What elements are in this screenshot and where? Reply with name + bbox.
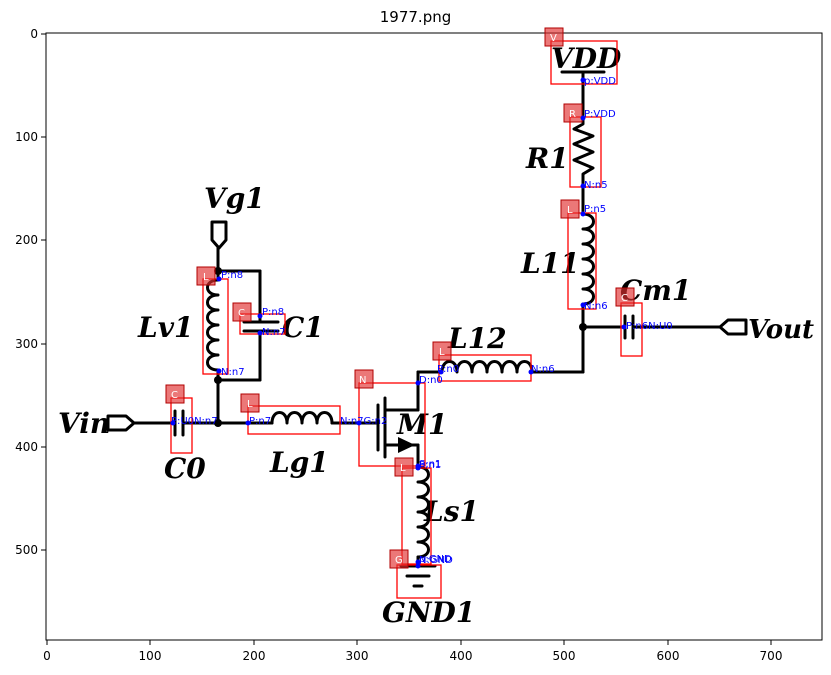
- c1-box: [239, 313, 286, 335]
- pin-label: P:n6N:U0: [626, 321, 673, 332]
- l11-tag: [560, 199, 580, 219]
- pin-label: N:n7: [262, 327, 286, 338]
- y-tick-label: 300: [15, 337, 38, 351]
- x-tick-label: 0: [43, 649, 51, 663]
- plot-title: 1977.png: [379, 8, 452, 26]
- r1-box: [569, 116, 602, 188]
- x-tick-label: 600: [657, 649, 680, 663]
- y-tick-label: 0: [30, 27, 38, 41]
- lg1-tag: [240, 393, 260, 413]
- pin-label: N:n5: [584, 180, 608, 191]
- pin-label: P:n0: [437, 364, 459, 375]
- cm1-tag-text: C: [621, 293, 628, 304]
- y-ticks: [41, 33, 46, 551]
- vdd-tag: [544, 27, 564, 47]
- ls1-tag: [394, 457, 414, 477]
- l12-tag: [432, 341, 452, 361]
- c1-tag-text: C: [238, 308, 245, 319]
- m1-tag: [354, 369, 374, 389]
- pin-label: N:n7G:n2: [340, 416, 387, 427]
- lg1-label: Lg1: [269, 446, 329, 479]
- pin-label: D:n0: [419, 375, 443, 386]
- r1-label: R1: [525, 142, 569, 175]
- x-tick-label: 200: [243, 649, 266, 663]
- m1-label: M1: [396, 408, 447, 441]
- pin-label: N:n7: [221, 367, 245, 378]
- l12-label: L12: [447, 322, 507, 355]
- pin-label: N:n6: [584, 301, 608, 312]
- c1-label: C1: [282, 311, 324, 344]
- gnd1-label: GND1: [382, 596, 475, 629]
- r1-tag: [563, 103, 583, 123]
- axes-frame: [45, 32, 823, 641]
- m1-tag-text: N: [359, 375, 366, 386]
- c0-tag: [165, 384, 185, 404]
- cm1-tag: [615, 287, 635, 307]
- c0-label: C0: [164, 452, 206, 485]
- pin-label: P:n5: [584, 204, 606, 215]
- x-ticks: [46, 640, 772, 645]
- circuit-wires: [106, 70, 748, 588]
- c0-tag-text: C: [171, 390, 178, 401]
- l11-label: L11: [520, 247, 580, 280]
- pin-label: p:GND: [419, 554, 452, 565]
- r1-tag-text: R: [569, 109, 576, 120]
- y-tick-label: 100: [15, 130, 38, 144]
- x-tick-label: 700: [760, 649, 783, 663]
- lg1-box: [247, 405, 341, 435]
- pin-label: P:n8: [221, 270, 243, 281]
- pin-label: p:VDD: [584, 76, 616, 87]
- l11-tag-text: L: [567, 205, 573, 216]
- vdd-label: VDD: [551, 42, 622, 75]
- y-tick-label: 400: [15, 440, 38, 454]
- ls1-tag-text: L: [400, 463, 406, 474]
- lv1-label: Lv1: [137, 311, 193, 344]
- y-tick-label: 200: [15, 233, 38, 247]
- ls1-label: Ls1: [423, 495, 479, 528]
- x-tick-label: 400: [450, 649, 473, 663]
- pin-label: S:n1: [419, 459, 441, 470]
- vdd-tag-text: V: [550, 33, 557, 44]
- lg1-tag-text: L: [247, 399, 253, 410]
- gnd1-tag-text: G: [395, 555, 403, 566]
- gnd1-tag: [389, 549, 409, 569]
- x-tick-label: 100: [139, 649, 162, 663]
- vdd-box: [550, 40, 618, 85]
- l12-box: [438, 354, 532, 382]
- pin-label: P:n8: [262, 307, 284, 318]
- lv1-tag: [196, 266, 216, 286]
- x-tick-label: 300: [346, 649, 369, 663]
- vg1-label: Vg1: [204, 182, 265, 215]
- c1-tag: [232, 302, 252, 322]
- pin-label: P:U0N:n7: [171, 416, 218, 427]
- x-tick-label: 500: [553, 649, 576, 663]
- pin-label: N:n6: [531, 364, 555, 375]
- vin-label: Vin: [58, 407, 110, 440]
- lv1-tag-text: L: [203, 272, 209, 283]
- pin-label: P:n7: [249, 416, 271, 427]
- pin-label: N:GND: [419, 555, 453, 566]
- y-tick-label: 500: [15, 543, 38, 557]
- pin-label: P:VDD: [584, 109, 616, 120]
- vout-label: Vout: [748, 315, 814, 345]
- l12-tag-text: L: [439, 347, 445, 358]
- pin-label: P:n1: [419, 460, 441, 471]
